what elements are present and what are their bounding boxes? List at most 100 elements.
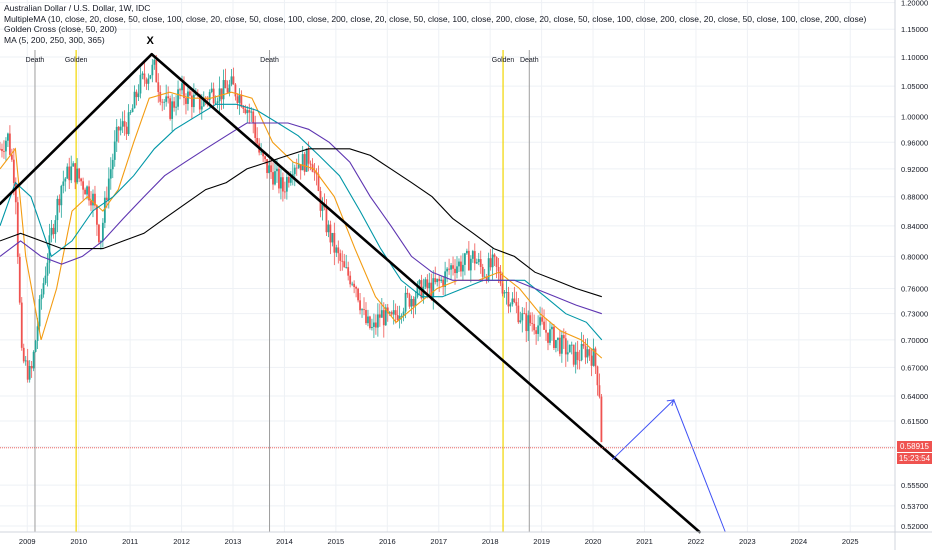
candle-body-271	[535, 330, 538, 334]
chart-grid	[0, 0, 895, 532]
candle-body-282	[556, 337, 559, 341]
candle-body-166	[327, 224, 330, 233]
golden-cross-indicator[interactable]: Golden Cross (close, 50, 200)	[4, 24, 117, 34]
x-tick-label-3: 2012	[173, 537, 190, 546]
candle-body-269	[531, 323, 534, 324]
candle-body-210	[414, 296, 417, 307]
candle-body-258	[509, 304, 512, 307]
candle-body-260	[513, 298, 516, 303]
candle-body-152	[299, 164, 302, 171]
ma-indicator[interactable]: MA (5, 200, 250, 300, 365)	[4, 34, 105, 45]
y-tick-label-12: 0.70000	[901, 336, 928, 345]
candle-body-295	[582, 344, 585, 347]
candle-body-299	[590, 355, 593, 366]
candle-body-222	[438, 278, 441, 282]
candle-body-249	[491, 254, 494, 268]
candle-body-106	[208, 92, 211, 101]
candle-body-92	[181, 83, 183, 91]
candle-body-259	[511, 298, 514, 305]
candle-body-102	[200, 106, 203, 110]
candle-body-209	[412, 298, 415, 307]
candle-body-176	[347, 267, 350, 276]
candle-body-64	[125, 126, 128, 135]
candle-body-184	[363, 309, 365, 311]
candle-body-114	[224, 80, 227, 89]
candle-body-190	[374, 322, 377, 328]
y-tick-label-10: 0.76000	[901, 284, 928, 293]
candle-body-70	[137, 93, 140, 98]
candle-body-235	[464, 253, 466, 265]
candle-body-75	[147, 78, 150, 84]
candle-body-63	[123, 121, 126, 127]
candle-body-245	[483, 276, 486, 278]
candle-body-185	[365, 310, 367, 324]
candle-body-281	[555, 340, 557, 349]
ma-line-1	[0, 91, 603, 359]
candle-body-255	[503, 292, 506, 294]
candle-body-263	[519, 320, 522, 323]
y-tick-label-7: 0.88000	[901, 193, 928, 202]
candle-body-153	[301, 154, 304, 171]
candle-body-35	[68, 166, 71, 181]
candle-body-101	[198, 94, 201, 110]
candle-body-208	[410, 298, 413, 307]
candle-body-78	[153, 59, 156, 65]
candle-body-126	[248, 110, 251, 113]
candle-body-291	[574, 351, 577, 365]
candle-body-256	[505, 292, 508, 293]
ma-line-2	[0, 103, 603, 341]
candle-body-272	[537, 325, 540, 334]
candle-body-34	[66, 166, 69, 179]
candle-body-46	[90, 200, 92, 206]
symbol-title: Australian Dollar / U.S. Dollar, 1W, IDC	[4, 3, 151, 13]
candle-body-44	[86, 186, 88, 195]
candle-body-288	[568, 344, 571, 353]
candle-body-237	[467, 250, 470, 271]
candle-body-175	[345, 267, 348, 268]
multiple-ma-indicator[interactable]: MultipleMA (10, close, 20, close, 50, cl…	[4, 13, 867, 24]
x-tick-label-6: 2015	[328, 537, 345, 546]
candle-body-195	[384, 307, 387, 326]
x-tick-label-12: 2021	[636, 537, 653, 546]
candle-body-108	[212, 88, 215, 104]
candle-body-3	[5, 140, 7, 152]
candle-body-82	[161, 101, 164, 103]
candle-body-294	[580, 344, 583, 361]
candle-body-8	[14, 182, 17, 203]
candle-body-25	[48, 235, 51, 263]
cross-label-2: Death	[260, 57, 279, 64]
x-tick-label-16: 2025	[842, 537, 859, 546]
candle-body-41	[80, 178, 83, 182]
candle-body-227	[448, 268, 450, 270]
candle-body-29	[56, 198, 59, 221]
candle-body-73	[143, 73, 146, 80]
candle-body-68	[133, 91, 136, 109]
candle-body-300	[592, 348, 595, 366]
candle-body-165	[325, 207, 328, 233]
candle-body-286	[564, 338, 567, 355]
candle-body-278	[549, 329, 551, 343]
x-tick-label-9: 2018	[482, 537, 499, 546]
candle-body-119	[234, 84, 237, 97]
candle-body-267	[527, 315, 530, 332]
moving-average-lines	[0, 91, 603, 359]
price-axis: 1.20000 1.15000 1.10000 1.05000 1.00000 0.960…	[894, 0, 928, 550]
candle-body-132	[260, 151, 263, 153]
candle-body-24	[46, 262, 49, 276]
y-tick-label-15: 0.61500	[901, 417, 928, 426]
candle-body-261	[515, 302, 518, 306]
candle-body-10	[18, 256, 21, 303]
candle-body-141	[278, 168, 280, 189]
candle-body-221	[436, 278, 439, 283]
x-tick-label-15: 2024	[790, 537, 807, 546]
candle-body-33	[64, 178, 67, 182]
candle-body-0	[0, 148, 1, 150]
candle-body-293	[578, 359, 581, 361]
candle-body-202	[398, 315, 401, 321]
candle-body-244	[481, 266, 484, 277]
candle-body-180	[355, 286, 358, 289]
candle-body-230	[454, 268, 456, 274]
candle-body-187	[369, 316, 371, 329]
candle-body-111	[218, 88, 221, 102]
